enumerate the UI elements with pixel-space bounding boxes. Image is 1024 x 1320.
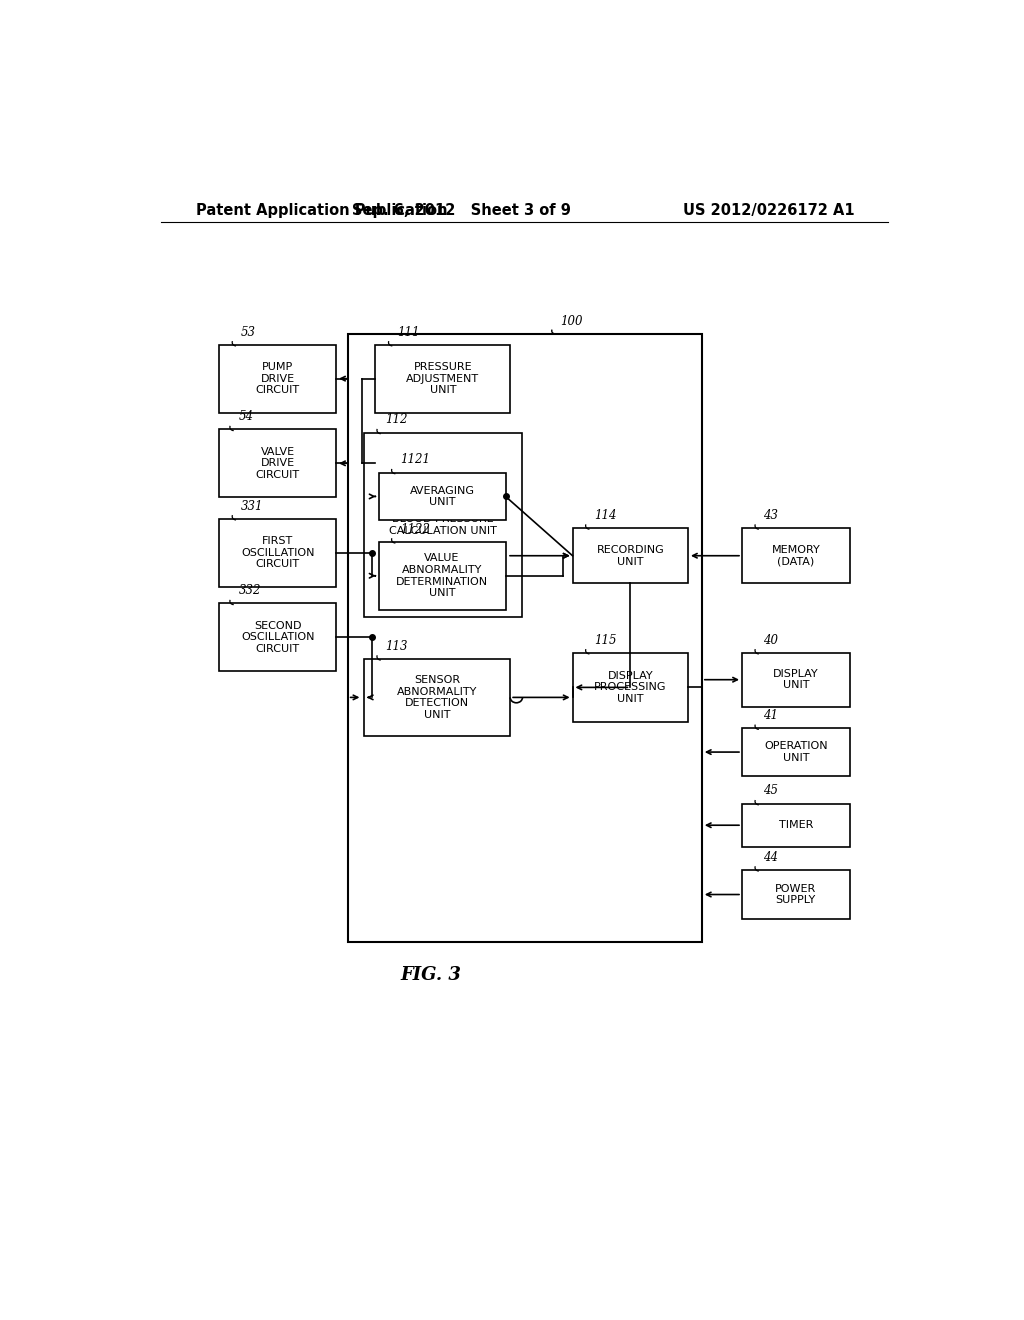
Text: 54: 54 bbox=[239, 411, 253, 424]
Bar bbox=[379, 473, 506, 520]
Bar bbox=[364, 433, 521, 618]
Text: 332: 332 bbox=[239, 585, 261, 597]
Text: DISPLAY
UNIT: DISPLAY UNIT bbox=[773, 669, 818, 690]
Bar bbox=[219, 519, 336, 586]
Bar bbox=[742, 528, 850, 583]
Text: DISPLAY
PROCESSING
UNIT: DISPLAY PROCESSING UNIT bbox=[594, 671, 667, 704]
Text: FIG. 3: FIG. 3 bbox=[400, 966, 461, 983]
Text: 41: 41 bbox=[764, 709, 778, 722]
Text: VALUE
ABNORMALITY
DETERMINATION
UNIT: VALUE ABNORMALITY DETERMINATION UNIT bbox=[396, 553, 488, 598]
Text: 1121: 1121 bbox=[400, 453, 430, 466]
Bar bbox=[742, 729, 850, 776]
Text: MEMORY
(DATA): MEMORY (DATA) bbox=[771, 545, 820, 566]
Text: 44: 44 bbox=[764, 850, 778, 863]
Bar bbox=[219, 345, 336, 412]
Text: 100: 100 bbox=[560, 314, 583, 327]
Bar bbox=[742, 870, 850, 919]
Text: 45: 45 bbox=[764, 784, 778, 797]
Text: BLOOD PRESSURE
CALCULATION UNIT: BLOOD PRESSURE CALCULATION UNIT bbox=[389, 513, 497, 536]
Text: OPERATION
UNIT: OPERATION UNIT bbox=[764, 742, 827, 763]
Text: AVERAGING
UNIT: AVERAGING UNIT bbox=[410, 486, 474, 507]
Bar bbox=[364, 659, 510, 737]
Bar bbox=[219, 603, 336, 671]
Bar bbox=[219, 429, 336, 498]
Text: 53: 53 bbox=[241, 326, 256, 339]
Text: FIRST
OSCILLATION
CIRCUIT: FIRST OSCILLATION CIRCUIT bbox=[241, 536, 314, 569]
Bar bbox=[348, 334, 701, 942]
Text: 115: 115 bbox=[594, 634, 616, 647]
Text: SECOND
OSCILLATION
CIRCUIT: SECOND OSCILLATION CIRCUIT bbox=[241, 620, 314, 653]
Bar bbox=[572, 528, 688, 583]
Text: 43: 43 bbox=[764, 508, 778, 521]
Text: PUMP
DRIVE
CIRCUIT: PUMP DRIVE CIRCUIT bbox=[256, 362, 300, 395]
Text: TIMER: TIMER bbox=[778, 820, 813, 830]
Text: 113: 113 bbox=[385, 640, 408, 653]
Text: 331: 331 bbox=[241, 499, 263, 512]
Text: VALVE
DRIVE
CIRCUIT: VALVE DRIVE CIRCUIT bbox=[256, 446, 300, 480]
Text: POWER
SUPPLY: POWER SUPPLY bbox=[775, 883, 816, 906]
Text: Sep. 6, 2012   Sheet 3 of 9: Sep. 6, 2012 Sheet 3 of 9 bbox=[352, 203, 571, 218]
Text: RECORDING
UNIT: RECORDING UNIT bbox=[596, 545, 665, 566]
Bar bbox=[742, 804, 850, 847]
Text: US 2012/0226172 A1: US 2012/0226172 A1 bbox=[683, 203, 854, 218]
Text: PRESSURE
ADJUSTMENT
UNIT: PRESSURE ADJUSTMENT UNIT bbox=[407, 362, 479, 395]
Bar bbox=[742, 653, 850, 706]
Text: Patent Application Publication: Patent Application Publication bbox=[196, 203, 447, 218]
Bar bbox=[376, 345, 510, 412]
Text: 114: 114 bbox=[594, 508, 616, 521]
Text: 111: 111 bbox=[397, 326, 420, 339]
Text: 112: 112 bbox=[385, 413, 408, 426]
Text: 1122: 1122 bbox=[400, 523, 430, 536]
Bar bbox=[572, 653, 688, 722]
Bar bbox=[379, 543, 506, 610]
Text: 40: 40 bbox=[764, 634, 778, 647]
Text: SENSOR
ABNORMALITY
DETECTION
UNIT: SENSOR ABNORMALITY DETECTION UNIT bbox=[397, 675, 477, 719]
